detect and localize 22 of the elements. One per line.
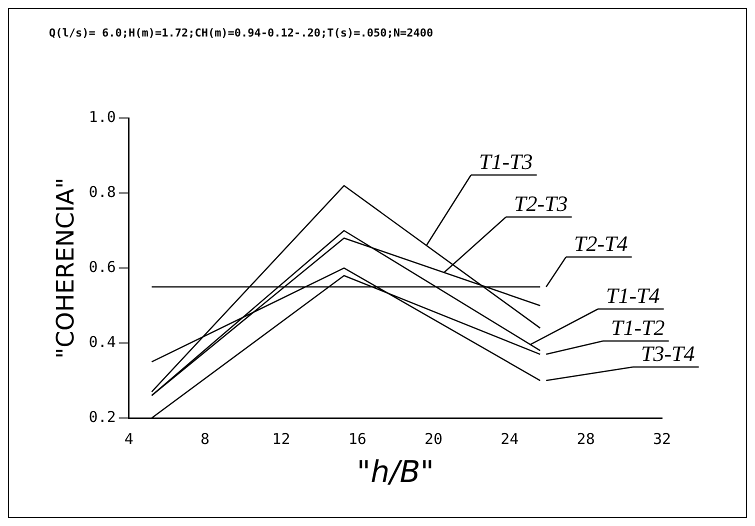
y-tick-label: 0.8 — [88, 183, 116, 202]
x-tick-label: 24 — [500, 430, 519, 448]
x-tick-label: 20 — [424, 430, 443, 448]
chart-title: Q(l/s)= 6.0;H(m)=1.72;CH(m)=0.94-0.12-.20;T(s)=.050;N=2400 — [49, 26, 434, 40]
y-tick-label: 0.4 — [88, 332, 116, 351]
legend-label: T1-T2 — [611, 315, 665, 340]
y-tick-label: 1.0 — [88, 108, 116, 126]
x-tick-label: 8 — [200, 430, 210, 448]
legend-label: T3-T4 — [641, 341, 695, 366]
x-tick-label: 16 — [348, 430, 366, 448]
y-tick-label: 0.6 — [88, 258, 116, 276]
y-tick-label: 0.2 — [88, 408, 116, 426]
y-axis-title: "COHERENCIA" — [52, 178, 80, 359]
x-axis-title: "h/B" — [356, 454, 434, 490]
x-tick-label: 28 — [576, 430, 595, 448]
legend-label: T1-T4 — [606, 283, 660, 308]
legend-label: T2-T3 — [514, 191, 568, 216]
x-tick-label: 4 — [124, 430, 134, 448]
x-tick-label: 32 — [652, 430, 672, 448]
x-tick-label: 12 — [272, 430, 290, 448]
text: T2-T4 — [574, 231, 628, 256]
text: T1-T3 — [479, 149, 533, 174]
